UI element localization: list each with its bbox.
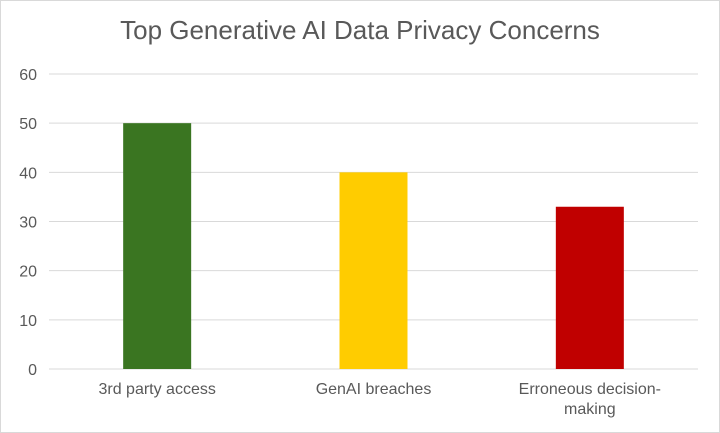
bar xyxy=(555,206,624,369)
x-category-label: 3rd party access xyxy=(98,381,215,398)
bar xyxy=(123,123,192,370)
bar xyxy=(339,172,408,369)
y-tick-label: 0 xyxy=(28,362,37,379)
y-tick-label: 50 xyxy=(19,116,37,133)
y-tick-label: 30 xyxy=(19,215,37,232)
y-tick-label: 20 xyxy=(19,264,37,281)
x-category-label: GenAI breaches xyxy=(316,381,432,398)
chart-title: Top Generative AI Data Privacy Concerns xyxy=(120,15,600,45)
y-tick-label: 40 xyxy=(19,165,37,182)
y-tick-label: 60 xyxy=(19,67,37,84)
y-tick-label: 10 xyxy=(19,313,37,330)
x-category-label: Erroneous decision-making xyxy=(519,381,661,418)
